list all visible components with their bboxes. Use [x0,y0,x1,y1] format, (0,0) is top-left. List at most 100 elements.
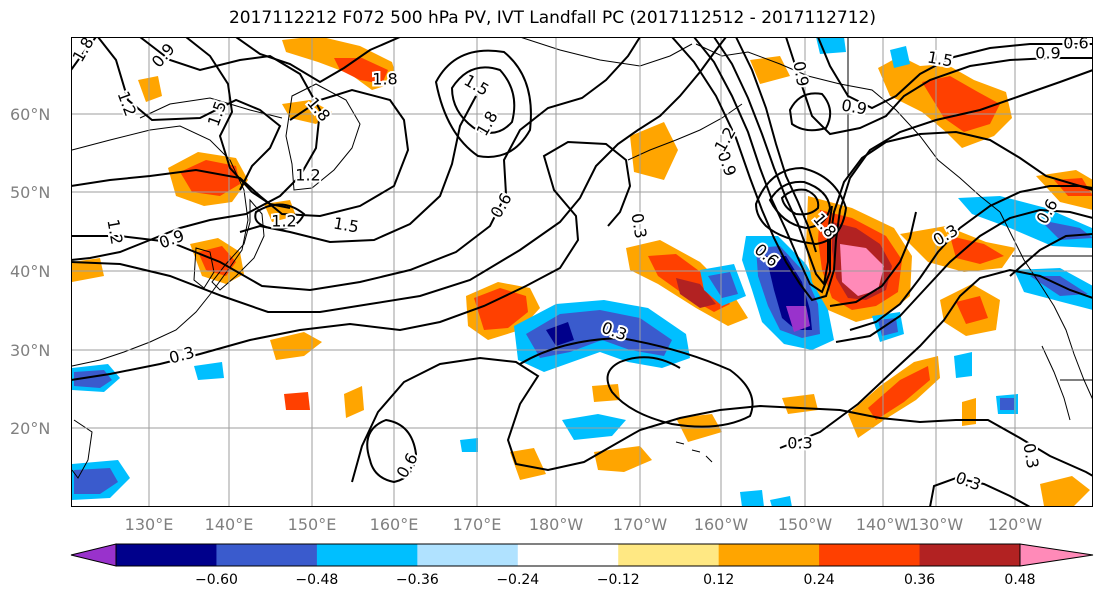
shade-tropics-positive-2 [594,446,652,472]
contour-label: 0.9 [148,40,179,72]
contour-label: 0.6 [1063,37,1088,53]
coast-japan [211,198,265,291]
contour-0p3-loop-hawaii [519,336,754,428]
shade-alaska-core [922,76,1000,132]
lon-label-120w: 120°W [987,515,1043,534]
contour-1p8-nw [71,37,97,71]
coast-korea [193,247,215,289]
lon-label-150w: 150°W [777,515,833,534]
contour-1p8-loop-east [450,66,516,134]
contour-1p2-small-loop [254,203,306,230]
contour-ridge-middle [849,185,1093,331]
lon-label-140w: 140°W [855,515,911,534]
shade-manchuria-core [180,160,240,196]
colorbar-segment [417,544,519,566]
contour-1p2-asia [97,37,282,191]
shade-okhotsk-small [138,76,162,102]
coast-baja [1041,345,1071,421]
shade-west-coast-core [956,296,988,324]
shade-tropical-east-neg [740,490,764,507]
colorbar-tick-label: −0.24 [496,572,540,588]
shade-ridge-positive-max [840,244,884,296]
contour-1p8-asia [235,37,401,84]
lat-label-60n: 60°N [10,105,51,124]
shade-tropics-neg-small [460,438,478,452]
shade-east-china [270,332,322,360]
contour-label: 0.3 [167,343,197,368]
coast-alaska [695,43,1001,213]
colorbar-segment [116,544,217,566]
lat-label-30n: 30°N [10,341,51,360]
colorbar-tick-label: 0.48 [1004,572,1036,588]
lon-label-160e: 160°E [369,515,419,534]
colorbar-segment [517,544,619,566]
contour-1p2-mid [71,88,410,218]
contour-east-0p6 [1009,233,1093,277]
shade-subtrop-small-1 [284,392,310,410]
colorbar-segments [70,543,1094,567]
lon-label-130w: 130°W [908,515,964,534]
contour-label: 1.8 [71,37,98,65]
contour-label: 1.5 [461,71,493,100]
lon-label-180w: 180°W [528,515,584,534]
contour-1p5-loop-east [434,49,532,158]
contour-cutoff-loop-3 [780,188,820,216]
shade-tropical-east-positive [782,394,818,414]
lon-label-140e: 140°E [204,515,254,534]
contour-label: 1.2 [103,218,126,246]
contour-trough-3 [713,37,833,287]
map-canvas: 1.8 0.9 1.2 1.5 1.8 1.8 1.5 1.8 1.2 1.2 … [71,37,1093,507]
coast-sea-of-okhotsk [139,97,283,119]
shade-ne-pacific-negative-3 [954,352,972,378]
shade-alaska-small-positive [750,56,790,84]
contour-label: 1.2 [271,212,296,231]
lat-label-50n: 50°N [10,183,51,202]
coast-hawaii [675,441,713,463]
colorbar-tick-label: −0.12 [596,572,640,588]
lon-label-130e: 130°E [124,515,174,534]
shade-subtrop-small-2 [344,386,364,418]
map-panel: 1.8 0.9 1.2 1.5 1.8 1.8 1.5 1.8 1.2 1.2 … [71,37,1093,507]
lon-label-170w: 170°W [612,515,668,534]
shade-hawaii-neg [562,414,626,440]
shade-subtrop-east-small [962,398,976,426]
colorbar-segment [819,544,921,566]
shade-central-pacific-neg-core [546,322,574,346]
shade-ne-pacific-positive-streak-max [676,278,716,308]
colorbar-extend-high [1019,543,1094,567]
coast-north-america-west [999,211,1093,401]
colorbar-tick-label: 0.24 [803,572,835,588]
colorbar-segment [919,544,1021,566]
contour-alaska-outer [785,37,1093,136]
lon-label-150e: 150°E [287,515,337,534]
contour-cutoff-loop-2 [768,180,832,230]
colorbar-outline [115,543,1021,567]
colorbar-segment [216,544,318,566]
colorbar-tick-label: −0.60 [194,572,238,588]
map-title: 2017112212 F072 500 hPa PV, IVT Landfall… [228,8,876,28]
shade-tropical-east-neg-2 [770,496,792,507]
contour-0p3-big [71,140,632,381]
shade-alaska-neg [890,46,910,68]
contour-label: 0.6 [393,450,422,482]
shade-cutoff-neg-min [786,306,810,332]
contour-trough-4 [735,37,817,253]
contour-alaska-inner [817,37,1093,110]
contour-0p9-asia [71,37,322,261]
colorbar-tick-label: 0.12 [703,572,735,588]
lat-label-20n: 20°N [10,419,51,438]
pv-contour-layer [71,37,1093,507]
contour-label: 1.5 [332,213,360,236]
contour-trough-1 [671,37,1093,302]
contour-ridge-outer [835,208,1093,343]
contour-label: 0.9 [156,226,186,253]
contour-label: 1.8 [372,70,397,89]
shade-philippine-neg [194,362,224,380]
contour-0p6-loop-south [366,418,418,484]
shade-tropics-positive-1 [510,448,546,480]
contour-label: 1.2 [711,124,740,156]
shade-south-china-neg-core [74,468,118,494]
contour-0p9-big [71,37,641,292]
shade-aleutian-positive [630,122,678,180]
shade-ne-pacific-neg-small-core [708,272,738,298]
